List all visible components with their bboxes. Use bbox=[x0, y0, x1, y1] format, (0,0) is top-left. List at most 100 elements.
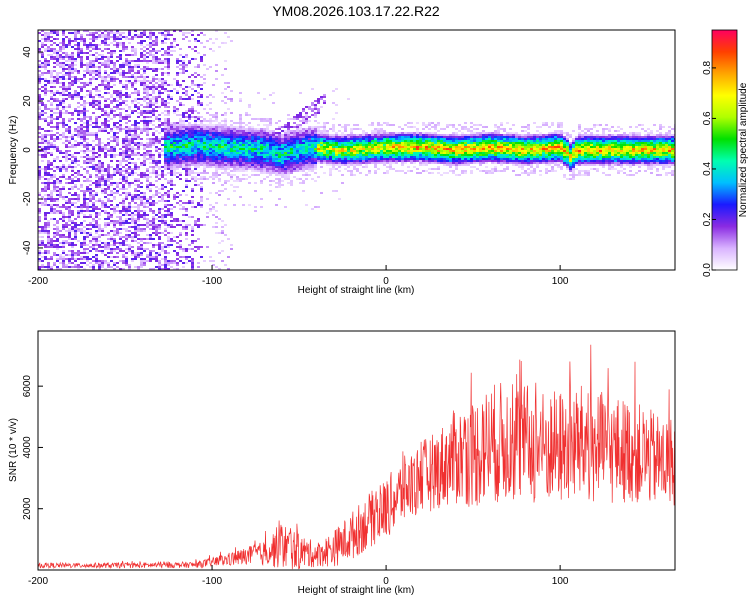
spectrogram-cell bbox=[107, 76, 110, 78]
spectrogram-cell bbox=[125, 156, 128, 158]
spectrogram-cell bbox=[86, 90, 89, 92]
spectrogram-cell bbox=[131, 86, 134, 88]
spectrogram-cell bbox=[308, 108, 311, 110]
spectrogram-cell bbox=[98, 176, 101, 178]
spectrogram-cell bbox=[47, 168, 50, 170]
spectrogram-cell bbox=[134, 122, 137, 124]
spectrogram-cell bbox=[170, 134, 173, 136]
spectrogram-cell bbox=[74, 146, 77, 148]
spectrogram-cell bbox=[143, 56, 146, 58]
spectrogram-cell bbox=[308, 168, 311, 170]
spectrogram-cell bbox=[47, 230, 50, 232]
spectrogram-cell bbox=[155, 234, 158, 236]
spectrogram-cell bbox=[134, 76, 137, 78]
spectrogram-cell bbox=[155, 172, 158, 174]
spectrogram-cell bbox=[335, 134, 338, 136]
spectrogram-cell bbox=[161, 62, 164, 64]
spectrogram-cell bbox=[116, 190, 119, 192]
spectrogram-cell bbox=[284, 134, 287, 136]
spectrogram-cell bbox=[272, 172, 275, 174]
spectrogram-cell bbox=[134, 138, 137, 140]
spectrogram-cell bbox=[44, 66, 47, 68]
spectrogram-cell bbox=[71, 66, 74, 68]
spectrogram-cell bbox=[47, 62, 50, 64]
spectrogram-cell bbox=[56, 190, 59, 192]
spectrogram-cell bbox=[230, 128, 233, 130]
spectrogram-cell bbox=[197, 112, 200, 114]
spectrogram-cell bbox=[71, 58, 74, 60]
spectrogram-cell bbox=[158, 188, 161, 190]
spectrogram-cell bbox=[278, 160, 281, 162]
spectrogram-cell bbox=[176, 74, 179, 76]
spectrogram-cell bbox=[242, 140, 245, 142]
spectrogram-cell bbox=[47, 198, 50, 200]
spectrogram-cell bbox=[209, 154, 212, 156]
spectrogram-cell bbox=[167, 154, 170, 156]
spectrogram-cell bbox=[41, 62, 44, 64]
spectrogram-cell bbox=[83, 248, 86, 250]
spectrogram-cell bbox=[113, 234, 116, 236]
spectrogram-cell bbox=[242, 166, 245, 168]
spectrogram-cell bbox=[38, 170, 41, 172]
spectrogram-cell bbox=[140, 144, 143, 146]
spectrogram-cell bbox=[77, 228, 80, 230]
spectrogram-cell bbox=[320, 136, 323, 138]
spectrogram-cell bbox=[215, 126, 218, 128]
spectrogram-cell bbox=[224, 158, 227, 160]
spectrogram-cell bbox=[170, 232, 173, 234]
spectrogram-cell bbox=[242, 158, 245, 160]
spectrogram-cell bbox=[74, 252, 77, 254]
spectrogram-cell bbox=[158, 168, 161, 170]
spectrogram-cell bbox=[218, 268, 221, 270]
spectrogram-cell bbox=[119, 34, 122, 36]
spectrogram-cell bbox=[131, 54, 134, 56]
spectrogram-cell bbox=[107, 264, 110, 266]
spectrogram-cell bbox=[77, 80, 80, 82]
spectrogram-cell bbox=[194, 76, 197, 78]
spectrogram-cell bbox=[101, 166, 104, 168]
spectrogram-cell bbox=[167, 102, 170, 104]
spectrogram-cell bbox=[311, 158, 314, 160]
spectrogram-cell bbox=[122, 66, 125, 68]
spectrogram-cell bbox=[110, 154, 113, 156]
spectrogram-cell bbox=[188, 164, 191, 166]
spectrogram-cell bbox=[131, 260, 134, 262]
spectrogram-cell bbox=[338, 146, 341, 148]
spectrogram-cell bbox=[137, 72, 140, 74]
spectrogram-cell bbox=[203, 156, 206, 158]
spectrogram-cell bbox=[122, 202, 125, 204]
spectrogram-cell bbox=[173, 162, 176, 164]
spectrogram-cell bbox=[260, 152, 263, 154]
spectrogram-cell bbox=[125, 248, 128, 250]
spectrogram-cell bbox=[47, 142, 50, 144]
spectrogram-cell bbox=[341, 140, 344, 142]
spectrogram-cell bbox=[290, 170, 293, 172]
spectrogram-cell bbox=[128, 106, 131, 108]
spectrogram-cell bbox=[179, 136, 182, 138]
spectrogram-cell bbox=[269, 174, 272, 176]
spectrogram-cell bbox=[281, 162, 284, 164]
spectrogram-cell bbox=[179, 130, 182, 132]
spectrogram-cell bbox=[41, 56, 44, 58]
spectrogram-cell bbox=[269, 148, 272, 150]
spectrogram-cell bbox=[92, 182, 95, 184]
spectrogram-cell bbox=[107, 214, 110, 216]
spectrogram-cell bbox=[314, 142, 317, 144]
spectrogram-cell bbox=[41, 168, 44, 170]
spectrogram-cell bbox=[107, 106, 110, 108]
spectrogram-cell bbox=[98, 234, 101, 236]
spectrogram-cell bbox=[329, 140, 332, 142]
spectrogram-cell bbox=[323, 126, 326, 128]
spectrogram-cell bbox=[74, 194, 77, 196]
spectrogram-cell bbox=[149, 268, 152, 270]
spectrogram-cell bbox=[248, 146, 251, 148]
spectrogram-cell bbox=[296, 128, 299, 130]
spectrogram-cell bbox=[326, 134, 329, 136]
spectrogram-cell bbox=[143, 238, 146, 240]
spectrogram-cell bbox=[44, 80, 47, 82]
spectrogram-cell bbox=[173, 110, 176, 112]
spectrogram-cell bbox=[218, 148, 221, 150]
spectrogram-cell bbox=[77, 102, 80, 104]
spectrogram-cell bbox=[173, 226, 176, 228]
spectrogram-cell bbox=[203, 154, 206, 156]
